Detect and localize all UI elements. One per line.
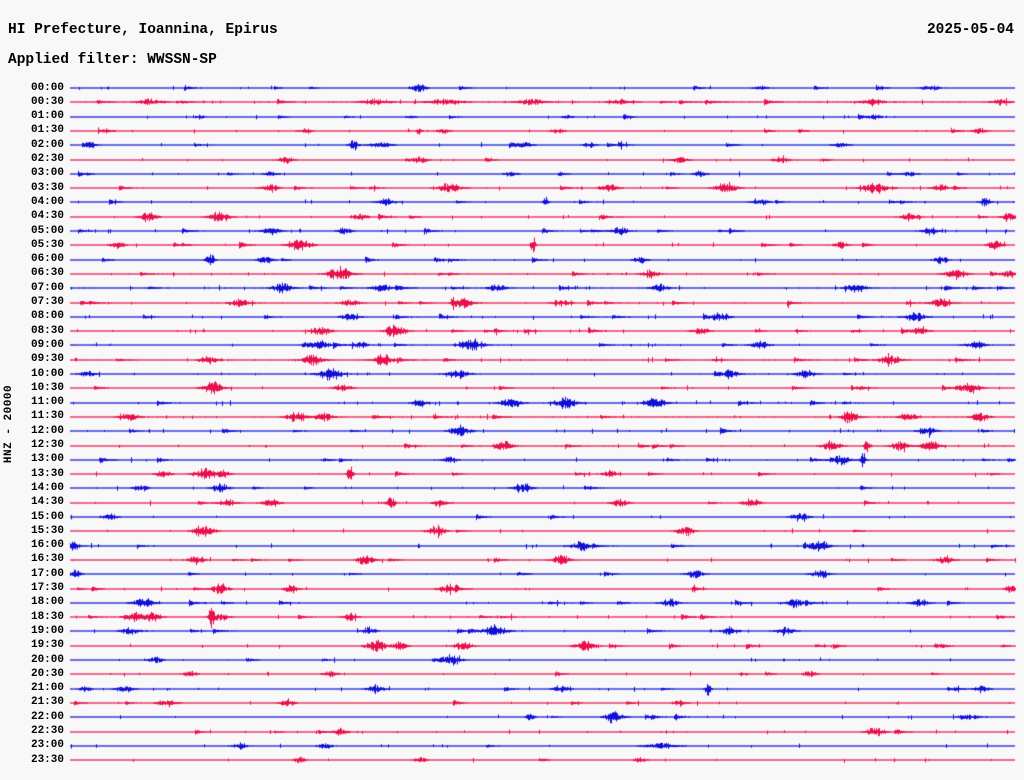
helicorder-page: HI Prefecture, Ioannina, Epirus 2025-05-… bbox=[0, 0, 1024, 780]
helicorder-plot bbox=[0, 0, 1024, 780]
